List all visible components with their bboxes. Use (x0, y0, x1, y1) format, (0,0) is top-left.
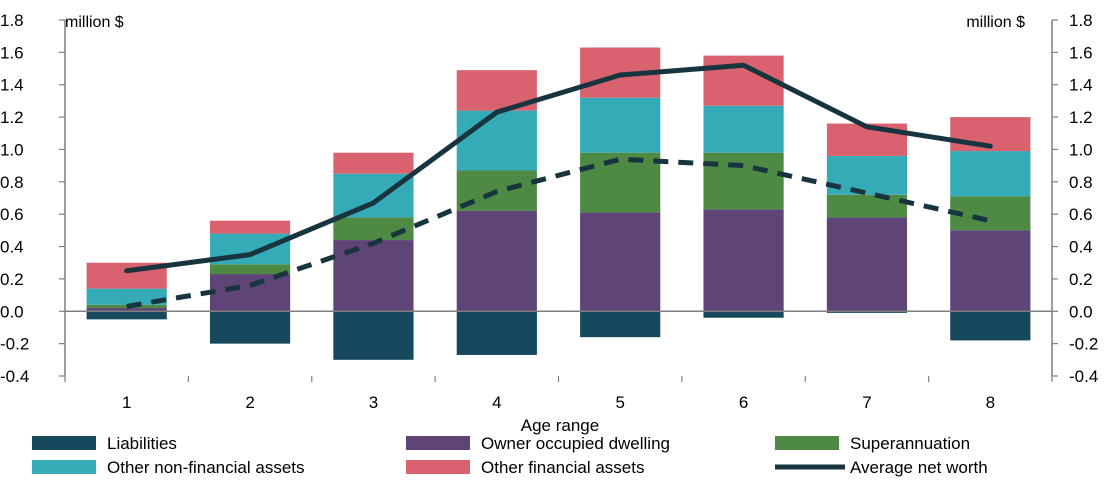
left-tick-label-1-6: 1.6 (0, 43, 24, 62)
left-tick-label-0-6: 0.6 (0, 205, 24, 224)
right-tick-label-1-0: 1.0 (1069, 140, 1093, 159)
right-tick-label-0-6: 0.6 (1069, 205, 1093, 224)
x-axis-ticks: 1 2 3 4 5 6 7 8 (64, 376, 1053, 412)
bar-superannuation-8 (950, 196, 1031, 231)
bar-superannuation-1 (86, 304, 167, 309)
legend-label-other-non-financial-assets: Other non-financial assets (107, 458, 305, 477)
x-tick-label-2: 2 (245, 393, 254, 412)
right-tick-label-0-4: -0.4 (1069, 367, 1098, 386)
right-tick-label-1-2: 1.2 (1069, 108, 1093, 127)
right-tick-label-0-4: 0.4 (1069, 238, 1093, 257)
x-tick-label-7: 7 (862, 393, 871, 412)
bar-liabilities-4 (456, 311, 537, 355)
bar-owner-occupied-dwelling-5 (580, 212, 661, 312)
bar-owner-occupied-dwelling-7 (826, 217, 908, 312)
legend-swatch-liabilities (32, 436, 96, 450)
right-tick-label-0-8: 0.8 (1069, 173, 1093, 192)
bar-owner-occupied-dwelling-4 (456, 210, 537, 312)
bar-owner-occupied-dwelling-8 (950, 230, 1031, 312)
bars-layer (86, 47, 1031, 360)
x-tick-label-1: 1 (122, 393, 131, 412)
legend-label-owner-occupied-dwelling: Owner occupied dwelling (481, 434, 670, 453)
bar-other-non-financial-assets-5 (580, 97, 661, 153)
legend: Liabilities Owner occupied dwelling Supera… (32, 434, 988, 477)
bar-liabilities-2 (209, 311, 291, 344)
legend-swatch-superannuation (775, 436, 839, 450)
right-tick-label-1-4: 1.4 (1069, 76, 1093, 95)
right-tick-label-1-8: 1.8 (1069, 11, 1093, 30)
bar-liabilities-3 (333, 311, 414, 360)
bar-liabilities-6 (703, 311, 784, 318)
bar-other-non-financial-assets-8 (950, 151, 1031, 197)
left-tick-label-0-4: 0.4 (0, 238, 24, 257)
left-tick-label-0-2: -0.2 (0, 335, 29, 354)
bar-other-financial-assets-2 (209, 220, 291, 234)
bar-other-non-financial-assets-4 (456, 110, 537, 171)
bar-liabilities-7 (826, 311, 908, 313)
x-axis-label: Age range (521, 416, 599, 435)
bar-owner-occupied-dwelling-2 (209, 274, 291, 312)
x-tick-label-5: 5 (615, 393, 624, 412)
bar-other-non-financial-assets-1 (86, 288, 167, 305)
bar-superannuation-7 (826, 194, 908, 218)
right-tick-label-0-2: 0.2 (1069, 270, 1093, 289)
x-tick-label-3: 3 (369, 393, 378, 412)
left-tick-label-1-0: 1.0 (0, 140, 24, 159)
bar-other-financial-assets-3 (333, 152, 414, 174)
legend-swatch-owner-occupied-dwelling (406, 436, 470, 450)
left-tick-label-0-8: 0.8 (0, 173, 24, 192)
right-tick-label-0-0: 0.0 (1069, 302, 1093, 321)
x-tick-label-8: 8 (986, 393, 995, 412)
left-tick-label-0-2: 0.2 (0, 270, 24, 289)
bar-liabilities-1 (86, 311, 167, 320)
lines-layer (124, 62, 993, 309)
left-tick-label-0-0: 0.0 (0, 302, 24, 321)
bar-superannuation-6 (703, 152, 784, 210)
bar-superannuation-2 (209, 264, 291, 275)
legend-swatch-other-financial-assets (406, 460, 470, 474)
bar-liabilities-5 (580, 311, 661, 338)
right-axis-ticks: 1.8 1.6 1.4 1.2 1.0 0.8 0.6 0.4 0.2 0.0 -0.2 -0.4 (1052, 11, 1098, 386)
left-tick-label-0-4: -0.4 (0, 367, 29, 386)
bar-liabilities-8 (950, 311, 1031, 341)
legend-label-average-net-worth: Average net worth (850, 458, 988, 477)
legend-label-superannuation: Superannuation (850, 434, 970, 453)
bar-superannuation-3 (333, 217, 414, 241)
bar-other-non-financial-assets-6 (703, 105, 784, 153)
legend-label-other-financial-assets: Other financial assets (481, 458, 644, 477)
series-line-dashed-1 (126, 156, 991, 309)
legend-swatch-other-non-financial-assets (32, 460, 96, 474)
left-tick-label-1-8: 1.8 (0, 11, 24, 30)
legend-label-liabilities: Liabilities (107, 434, 177, 453)
right-tick-label-0-2: -0.2 (1069, 335, 1098, 354)
left-axis-ticks: 1.8 1.6 1.4 1.2 1.0 0.8 0.6 0.4 0.2 0.0 -0.2 -0.4 (0, 11, 65, 386)
x-tick-label-6: 6 (739, 393, 748, 412)
series-line-average-net-worth (124, 62, 993, 274)
bar-owner-occupied-dwelling-6 (703, 209, 784, 312)
left-tick-label-1-4: 1.4 (0, 76, 24, 95)
left-tick-label-1-2: 1.2 (0, 108, 24, 127)
right-tick-label-1-6: 1.6 (1069, 43, 1093, 62)
left-axis-unit-label: million $ (65, 14, 124, 31)
bar-owner-occupied-dwelling-1 (86, 308, 167, 312)
right-axis-unit-label: million $ (966, 14, 1025, 31)
x-tick-label-4: 4 (492, 393, 501, 412)
bar-superannuation-5 (580, 152, 661, 213)
